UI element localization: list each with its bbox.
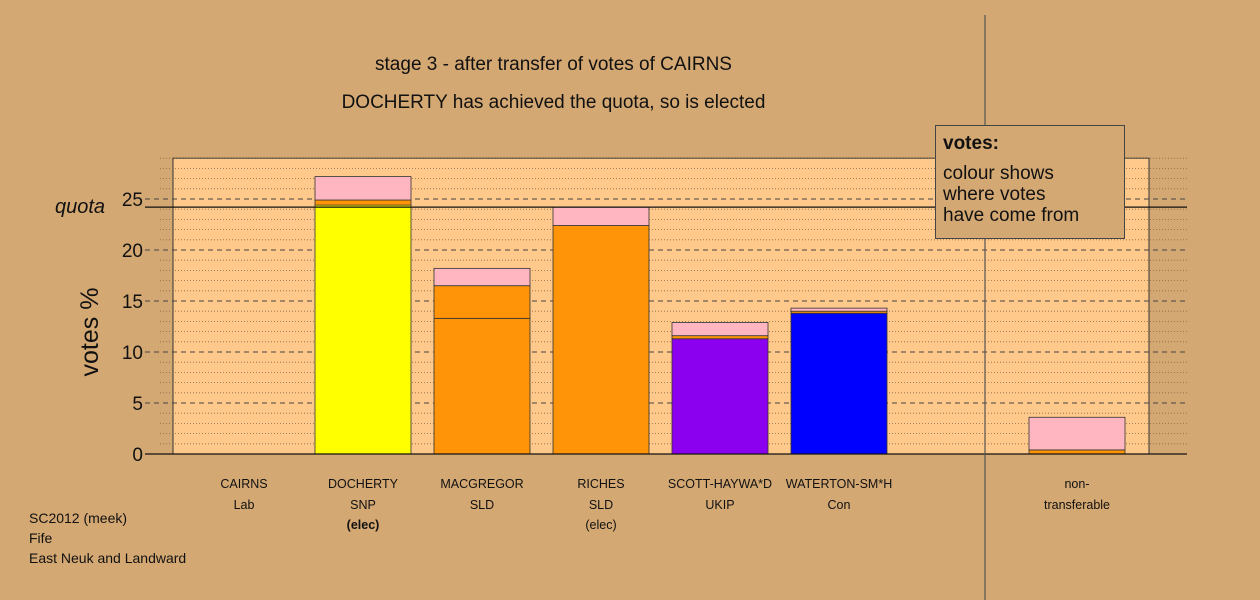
y-tick-label: 10 [122, 343, 143, 364]
category-name-label: SCOTT-HAYWA*D [668, 477, 772, 491]
category-party-label: SNP [350, 498, 376, 512]
category-party-label: SLD [470, 498, 494, 512]
legend-title: votes: [943, 133, 999, 154]
category-name-label: MACGREGOR [440, 477, 523, 491]
legend-line-3: have come from [943, 205, 1080, 226]
legend-line-2: where votes [943, 184, 1046, 205]
quota-label: quota [55, 196, 105, 218]
footer-line-1: SC2012 (meek) [29, 510, 128, 526]
bar-segment-3-1 [552, 206, 650, 226]
category-name-label: CAIRNS [220, 477, 267, 491]
legend: votes: colour shows where votes have com… [935, 125, 1125, 239]
legend-line-1: colour shows [943, 163, 1054, 184]
category-party-label: UKIP [705, 498, 734, 512]
category-status-label: (elec) [347, 518, 380, 532]
chart-title: stage 3 - after transfer of votes of CAI… [375, 54, 732, 75]
chart-subtitle: DOCHERTY has achieved the quota, so is e… [341, 92, 766, 113]
y-tick-label: 25 [122, 190, 143, 211]
y-tick-label: 0 [132, 445, 143, 466]
category-status-label: (elec) [585, 518, 616, 532]
bar-segment-1-1 [314, 199, 412, 206]
y-tick-label: 5 [132, 394, 143, 415]
y-axis-label: votes % [76, 288, 104, 377]
y-tick-label: 15 [122, 292, 143, 313]
bar-segment-7-1 [1028, 416, 1126, 451]
bar-segment-4-2 [671, 322, 769, 337]
bar-segment-2-2 [433, 267, 531, 287]
bar-segment-1-2 [314, 176, 412, 201]
y-tick-label: 20 [122, 241, 143, 262]
bar-segment-5-0 [790, 312, 888, 455]
category-party-label: SLD [589, 498, 613, 512]
footer-line-3: East Neuk and Landward [29, 550, 187, 566]
category-party-label: transferable [1044, 498, 1110, 512]
bar-segment-5-2 [790, 307, 888, 312]
bar-segment-2-1 [433, 285, 531, 319]
bar-segment-2-0 [433, 317, 531, 455]
bar-segment-4-1 [671, 335, 769, 340]
category-name-label: RICHES [577, 477, 624, 491]
bar-segment-4-0 [671, 338, 769, 455]
footer-info: SC2012 (meek) Fife East Neuk and Landwar… [29, 508, 186, 568]
footer-line-2: Fife [29, 530, 53, 546]
category-name-label: WATERTON-SM*H [786, 477, 892, 491]
category-name-label: non- [1064, 477, 1089, 491]
category-party-label: Lab [234, 498, 255, 512]
category-name-label: DOCHERTY [328, 477, 399, 491]
category-party-label: Con [828, 498, 851, 512]
bar-segment-1-0 [314, 204, 412, 455]
bar-segment-3-0 [552, 225, 650, 455]
